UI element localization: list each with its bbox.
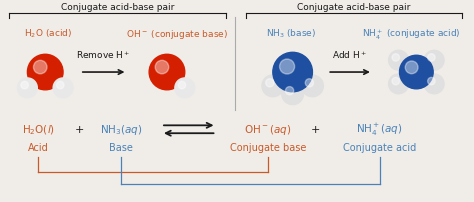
Text: H$_2$O (acid): H$_2$O (acid) xyxy=(24,27,72,40)
Text: OH$^-$ (conjugate base): OH$^-$ (conjugate base) xyxy=(126,27,228,40)
Circle shape xyxy=(282,83,303,105)
Circle shape xyxy=(18,79,37,98)
Circle shape xyxy=(53,79,73,98)
Text: OH$^-$($\it{aq}$): OH$^-$($\it{aq}$) xyxy=(244,123,292,137)
Text: NH$_4^+$ (conjugate acid): NH$_4^+$ (conjugate acid) xyxy=(362,27,461,42)
Circle shape xyxy=(265,79,274,87)
Circle shape xyxy=(389,75,409,94)
Text: Acid: Acid xyxy=(28,142,49,152)
Circle shape xyxy=(428,78,435,85)
Circle shape xyxy=(273,53,312,92)
Circle shape xyxy=(405,62,418,74)
Text: Add H$^+$: Add H$^+$ xyxy=(332,49,368,61)
Circle shape xyxy=(262,76,284,97)
Circle shape xyxy=(301,76,323,97)
Text: +: + xyxy=(311,125,320,135)
Circle shape xyxy=(424,51,444,71)
Circle shape xyxy=(424,75,444,94)
Circle shape xyxy=(392,54,400,62)
Circle shape xyxy=(285,87,294,95)
Circle shape xyxy=(27,55,63,90)
Circle shape xyxy=(389,51,409,71)
Text: Conjugate base: Conjugate base xyxy=(230,142,306,152)
Text: Base: Base xyxy=(109,142,133,152)
Circle shape xyxy=(392,78,400,85)
Text: NH$_4^+$($\it{aq}$): NH$_4^+$($\it{aq}$) xyxy=(356,122,403,138)
Text: Remove H$^+$: Remove H$^+$ xyxy=(76,49,131,61)
Circle shape xyxy=(428,54,435,62)
Circle shape xyxy=(175,79,195,98)
Text: NH$_3$ (base): NH$_3$ (base) xyxy=(265,27,316,40)
Text: Conjugate acid-base pair: Conjugate acid-base pair xyxy=(61,3,174,12)
Circle shape xyxy=(56,82,64,89)
Circle shape xyxy=(280,60,295,75)
Text: +: + xyxy=(75,125,84,135)
Circle shape xyxy=(21,82,28,89)
Circle shape xyxy=(305,79,313,87)
Circle shape xyxy=(149,55,185,90)
Text: NH$_3$($\it{aq}$): NH$_3$($\it{aq}$) xyxy=(100,123,143,137)
Text: Conjugate acid-base pair: Conjugate acid-base pair xyxy=(297,3,410,12)
Text: Conjugate acid: Conjugate acid xyxy=(343,142,416,152)
Circle shape xyxy=(400,56,433,89)
Text: H$_2$O($\it{l}$): H$_2$O($\it{l}$) xyxy=(22,123,55,136)
Circle shape xyxy=(34,61,47,75)
Circle shape xyxy=(178,82,186,89)
Circle shape xyxy=(155,61,169,75)
